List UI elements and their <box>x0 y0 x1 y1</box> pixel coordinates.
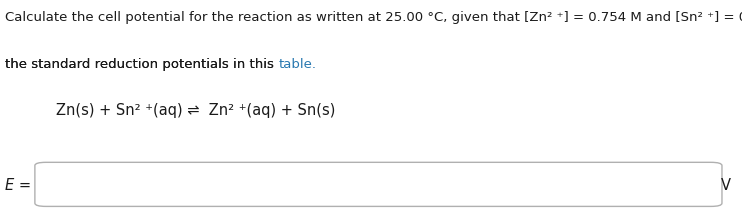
Text: the standard reduction potentials in this: the standard reduction potentials in thi… <box>5 58 278 71</box>
Text: V: V <box>721 178 731 194</box>
Text: E =: E = <box>5 178 31 194</box>
Text: Zn(s) + Sn² ⁺(aq) ⇌  Zn² ⁺(aq) + Sn(s): Zn(s) + Sn² ⁺(aq) ⇌ Zn² ⁺(aq) + Sn(s) <box>56 103 335 118</box>
Text: Calculate the cell potential for the reaction as written at 25.00 °C, given that: Calculate the cell potential for the rea… <box>5 11 742 24</box>
Text: table.: table. <box>278 58 316 71</box>
Text: the standard reduction potentials in this: the standard reduction potentials in thi… <box>5 58 278 71</box>
FancyBboxPatch shape <box>35 162 722 206</box>
